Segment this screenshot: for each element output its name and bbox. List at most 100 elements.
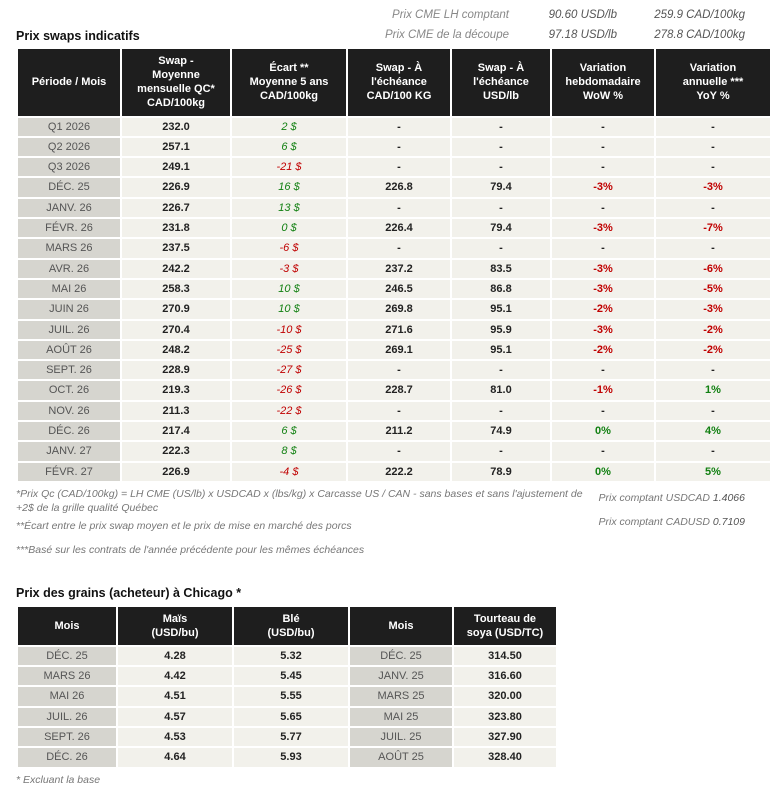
yoy-cell: -2%: [654, 338, 772, 362]
wow-cell: -3%: [550, 277, 656, 301]
swaps-row: JANV. 27 222.3 8 $ - - - -: [16, 440, 772, 463]
swaps-row: Q3 2026 249.1 -21 $ - - - -: [16, 156, 772, 179]
period-cell: JANV. 27: [16, 440, 122, 463]
grain-price-cell: 327.90: [452, 725, 558, 749]
ecart-cell: -21 $: [230, 156, 348, 179]
grain-price-cell: 4.53: [116, 725, 234, 749]
swap-avg-cell: 249.1: [120, 156, 232, 179]
usdcad-label: Prix comptant USDCAD: [598, 491, 710, 504]
yoy-cell: 1%: [654, 379, 772, 402]
grain-price-cell: 5.32: [232, 644, 350, 668]
wow-cell: -: [550, 359, 656, 382]
footnote-ecart: **Écart entre le prix swap moyen et le p…: [16, 520, 352, 533]
grain-price-cell: 4.51: [116, 685, 234, 708]
grain-price-cell: 323.80: [452, 705, 558, 728]
cme-cutout-label: Prix CME de la découpe: [384, 29, 509, 42]
wow-cell: -3%: [550, 257, 656, 280]
swaps-row: MAI 26 258.3 10 $246.5 86.8 -3% -5%: [16, 277, 772, 301]
swap-avg-cell: 219.3: [120, 379, 232, 402]
swaps-row: DÉC. 25 226.9 16 $226.8 79.4 -3% -3%: [16, 176, 772, 199]
swap-echeance-cad-cell: 211.2: [346, 420, 452, 443]
grain-month-cell: SEPT. 26: [16, 725, 118, 749]
grain-price-cell: 5.77: [232, 725, 350, 749]
swap-echeance-cad-cell: 271.6: [346, 318, 452, 341]
wow-cell: -: [550, 399, 656, 423]
swap-avg-cell: 242.2: [120, 257, 232, 280]
swaps-column-header: Variation hebdomadaire WoW %: [550, 47, 656, 118]
cadusd-value: 0.7109: [712, 515, 745, 528]
swap-echeance-usd-cell: 95.9: [450, 318, 552, 341]
yoy-cell: -2%: [654, 318, 772, 341]
wow-cell: -: [550, 196, 656, 220]
swap-echeance-cad-cell: -: [346, 196, 452, 220]
period-cell: NOV. 26: [16, 399, 122, 423]
grain-price-cell: 316.60: [452, 665, 558, 688]
cme-lh-cad-value: 259.9 CAD/100kg: [654, 9, 745, 21]
swap-echeance-usd-cell: -: [450, 440, 552, 463]
swaps-row: Q2 2026 257.1 6 $ - - - -: [16, 135, 772, 159]
grain-column-header: Tourteau de soya (USD/TC): [452, 604, 558, 647]
footnote-yoy: ***Basé sur les contrats de l'année préc…: [16, 544, 365, 557]
swap-avg-cell: 222.3: [120, 440, 232, 463]
wow-cell: 0%: [550, 460, 656, 483]
yoy-cell: -: [654, 156, 772, 179]
swap-avg-cell: 258.3: [120, 277, 232, 301]
swap-echeance-usd-cell: 79.4: [450, 176, 552, 199]
swaps-column-header: Swap - À l'échéance CAD/100 KG: [346, 47, 452, 118]
grain-price-cell: 4.64: [116, 746, 234, 769]
grain-table-body: DÉC. 25 4.28 5.32 DÉC. 25 314.50 MARS 26 4.42 5…: [16, 644, 558, 769]
swaps-column-header: Écart ** Moyenne 5 ans CAD/100kg: [230, 47, 348, 118]
wow-cell: -3%: [550, 217, 656, 240]
yoy-cell: -: [654, 115, 772, 138]
grain-price-cell: 320.00: [452, 685, 558, 708]
swap-avg-cell: 237.5: [120, 237, 232, 260]
grain-price-cell: 4.42: [116, 665, 234, 688]
swaps-table: Période / Mois Swap - Moyenne mensuelle Q…: [16, 47, 772, 483]
swaps-row: FÉVR. 26 231.8 0 $226.4 79.4 -3% -7%: [16, 217, 772, 240]
grain-month-cell: AOÛT 25: [348, 746, 454, 769]
grain-price-cell: 5.65: [232, 705, 350, 728]
swap-echeance-cad-cell: 246.5: [346, 277, 452, 301]
swap-echeance-usd-cell: -: [450, 196, 552, 220]
swaps-row: AOÛT 26 248.2 -25 $269.1 95.1 -2% -2%: [16, 338, 772, 362]
swap-echeance-cad-cell: 228.7: [346, 379, 452, 402]
period-cell: JUIL. 26: [16, 318, 122, 341]
swap-echeance-usd-cell: -: [450, 359, 552, 382]
swaps-row: JANV. 26 226.7 13 $ - - - -: [16, 196, 772, 220]
swap-avg-cell: 257.1: [120, 135, 232, 159]
period-cell: FÉVR. 27: [16, 460, 122, 483]
period-cell: JUIN 26: [16, 298, 122, 321]
swap-echeance-cad-cell: -: [346, 135, 452, 159]
cme-cutout-quote-row: Prix CME de la découpe 97.18 USD/lb 278.…: [385, 25, 745, 45]
period-cell: DÉC. 26: [16, 420, 122, 443]
period-cell: MAI 26: [16, 277, 122, 301]
swap-avg-cell: 226.7: [120, 196, 232, 220]
swap-avg-cell: 270.9: [120, 298, 232, 321]
ecart-cell: 2 $: [230, 115, 348, 138]
swap-echeance-usd-cell: 83.5: [450, 257, 552, 280]
swap-echeance-cad-cell: 226.8: [346, 176, 452, 199]
ecart-cell: -26 $: [230, 379, 348, 402]
grain-column-header: Mois: [16, 604, 118, 647]
grain-column-header: Maïs (USD/bu): [116, 604, 234, 647]
swaps-table-header-row: Période / Mois Swap - Moyenne mensuelle Q…: [16, 47, 772, 118]
swaps-row: JUIL. 26 270.4 -10 $271.6 95.9 -3% -2%: [16, 318, 772, 341]
grain-row: SEPT. 26 4.53 5.77 JUIL. 25 327.90: [16, 725, 558, 749]
swap-echeance-usd-cell: -: [450, 237, 552, 260]
yoy-cell: 4%: [654, 420, 772, 443]
wow-cell: -: [550, 115, 656, 138]
grain-footnote: * Excluant la base: [16, 773, 101, 786]
ecart-cell: -22 $: [230, 399, 348, 423]
ecart-cell: -3 $: [230, 257, 348, 280]
yoy-cell: 5%: [654, 460, 772, 483]
grain-price-cell: 5.45: [232, 665, 350, 688]
grain-table-header-row: Mois Maïs (USD/bu) Blé (USD/bu) Mois Tourtea…: [16, 604, 558, 647]
swap-echeance-cad-cell: -: [346, 237, 452, 260]
grain-row: DÉC. 25 4.28 5.32 DÉC. 25 314.50: [16, 644, 558, 668]
usdcad-spot-rate: Prix comptant USDCAD 1.4066: [599, 487, 746, 511]
cadusd-spot-rate: Prix comptant CADUSD 0.7109: [599, 511, 746, 535]
cme-quotes: Prix CME LH comptant 90.60 USD/lb 259.9 …: [385, 5, 770, 45]
period-cell: SEPT. 26: [16, 359, 122, 382]
period-cell: AVR. 26: [16, 257, 122, 280]
grain-month-cell: DÉC. 26: [16, 746, 118, 769]
